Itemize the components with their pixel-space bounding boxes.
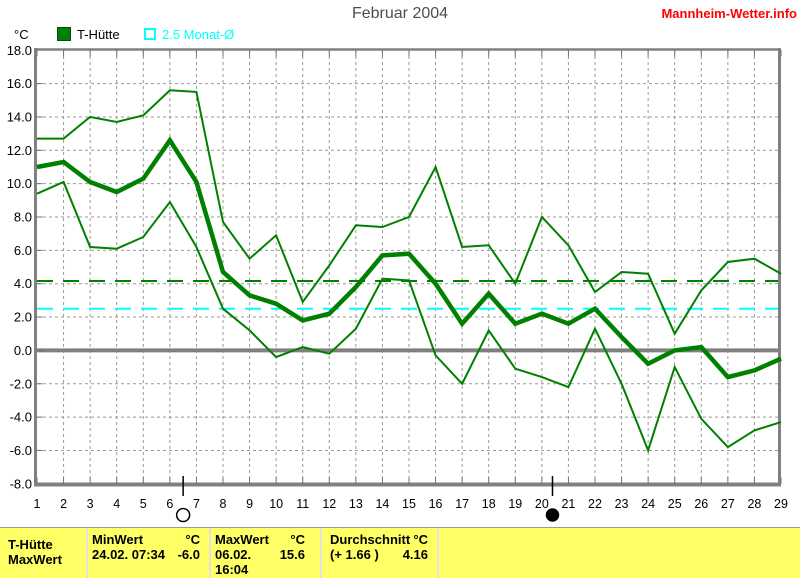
- svg-text:19: 19: [508, 497, 522, 511]
- divider: [320, 528, 322, 578]
- min-unit: °C: [185, 532, 200, 547]
- svg-text:13: 13: [349, 497, 363, 511]
- series-max-line: [37, 89, 782, 336]
- avg-header: Durchschnitt: [330, 532, 411, 547]
- svg-text:1: 1: [34, 497, 41, 511]
- legend-item-t-huette: T-Hütte: [57, 26, 120, 42]
- svg-text:25: 25: [668, 497, 682, 511]
- svg-text:-4.0: -4.0: [10, 410, 32, 425]
- svg-text:23: 23: [615, 497, 629, 511]
- svg-text:16: 16: [429, 497, 443, 511]
- divider: [86, 528, 88, 578]
- svg-text:7: 7: [193, 497, 200, 511]
- reference-lines: [37, 280, 779, 310]
- svg-text:0.0: 0.0: [14, 343, 32, 358]
- svg-text:8.0: 8.0: [14, 210, 32, 225]
- series-mean-line-group: [36, 136, 782, 380]
- svg-text:-8.0: -8.0: [10, 476, 32, 491]
- max-header: MaxWert: [215, 532, 269, 547]
- page-title: Februar 2004: [351, 5, 449, 22]
- gridlines: [37, 50, 779, 484]
- svg-text:27: 27: [721, 497, 735, 511]
- svg-text:20: 20: [535, 497, 549, 511]
- svg-text:17: 17: [455, 497, 469, 511]
- y-axis-labels: 18.0 16.0 14.0 12.0 10.0 8.0 6.0 4.0 2.0 0.0 -2.0 -…: [7, 43, 32, 492]
- min-datetime: 24.02. 07:34: [92, 547, 166, 562]
- moon-markers: [175, 476, 560, 523]
- site-link[interactable]: Mannheim-Wetter.info: [661, 6, 797, 21]
- temperature-chart: 18.0 16.0 14.0 12.0 10.0 8.0 6.0 4.0 2.0 0.0 -2.0 -…: [7, 43, 788, 523]
- svg-text:10.0: 10.0: [7, 176, 32, 191]
- green-square-icon: [57, 27, 71, 41]
- svg-text:3: 3: [87, 497, 94, 511]
- svg-text:24: 24: [641, 497, 655, 511]
- svg-text:12.0: 12.0: [7, 143, 32, 158]
- series-mode: MaxWert: [8, 552, 62, 567]
- avg-anomaly: (+ 1.66 ): [330, 547, 379, 562]
- svg-text:15: 15: [402, 497, 416, 511]
- max-unit: °C: [290, 532, 305, 547]
- svg-text:2: 2: [60, 497, 67, 511]
- maxwert-cell: MaxWert °C 06.02. 16:04 15.6: [215, 532, 305, 577]
- new-moon-icon: [545, 508, 560, 522]
- svg-text:2.0: 2.0: [14, 310, 32, 325]
- svg-text:11: 11: [296, 497, 309, 511]
- avg-unit: °C: [413, 532, 428, 547]
- svg-text:4: 4: [113, 497, 120, 511]
- svg-text:18: 18: [482, 497, 496, 511]
- divider: [437, 528, 439, 578]
- x-axis-labels: 1 2 3 4 5 6 7 8 9 10 11 12 13 14 15 16 17 18 19 20 21 22 23 24 2…: [34, 497, 788, 511]
- svg-text:18.0: 18.0: [7, 43, 32, 58]
- svg-text:6.0: 6.0: [14, 243, 32, 258]
- durchschnitt-cell: Durchschnitt °C (+ 1.66 ) 4.16: [330, 532, 428, 562]
- svg-text:14: 14: [375, 497, 389, 511]
- legend-label: T-Hütte: [77, 26, 120, 42]
- svg-text:-6.0: -6.0: [10, 443, 32, 458]
- full-moon-icon: [175, 507, 191, 523]
- min-header: MinWert: [92, 532, 144, 547]
- svg-text:16.0: 16.0: [7, 76, 32, 91]
- series-min-line: [36, 180, 782, 454]
- series-mean-line: [36, 136, 782, 380]
- series-name: T-Hütte: [8, 537, 53, 552]
- svg-text:8: 8: [220, 497, 227, 511]
- series-min-line-group: [36, 180, 782, 454]
- series-label-cell: T-Hütte MaxWert: [8, 537, 62, 567]
- svg-text:29: 29: [774, 497, 788, 511]
- svg-text:12: 12: [322, 497, 336, 511]
- y-axis-unit: °C: [14, 27, 29, 42]
- svg-text:28: 28: [747, 497, 761, 511]
- svg-text:-2.0: -2.0: [10, 376, 32, 391]
- svg-text:6: 6: [166, 497, 173, 511]
- svg-text:22: 22: [588, 497, 602, 511]
- svg-text:9: 9: [246, 497, 253, 511]
- svg-text:10: 10: [269, 497, 283, 511]
- svg-text:4.0: 4.0: [14, 276, 32, 291]
- avg-value: 4.16: [402, 547, 428, 562]
- svg-text:21: 21: [561, 497, 575, 511]
- legend-label: 2.5 Monat-Ø: [162, 26, 235, 42]
- cyan-square-icon: [144, 28, 156, 40]
- svg-text:5: 5: [140, 497, 147, 511]
- svg-text:14.0: 14.0: [7, 109, 32, 124]
- divider: [209, 528, 211, 578]
- min-value: -6.0: [177, 547, 200, 562]
- max-value: 15.6: [279, 547, 305, 562]
- legend-item-monthly-average: 2.5 Monat-Ø: [144, 26, 235, 42]
- series-max-line-group: [37, 89, 782, 336]
- minwert-cell: MinWert °C 24.02. 07:34 -6.0: [92, 532, 200, 562]
- max-datetime: 06.02. 16:04: [215, 547, 252, 577]
- axis-ticks: [36, 50, 782, 484]
- svg-text:26: 26: [694, 497, 708, 511]
- plot-border: [34, 48, 781, 487]
- summary-table: T-Hütte MaxWert MinWert °C 24.02. 07:34 …: [0, 527, 800, 578]
